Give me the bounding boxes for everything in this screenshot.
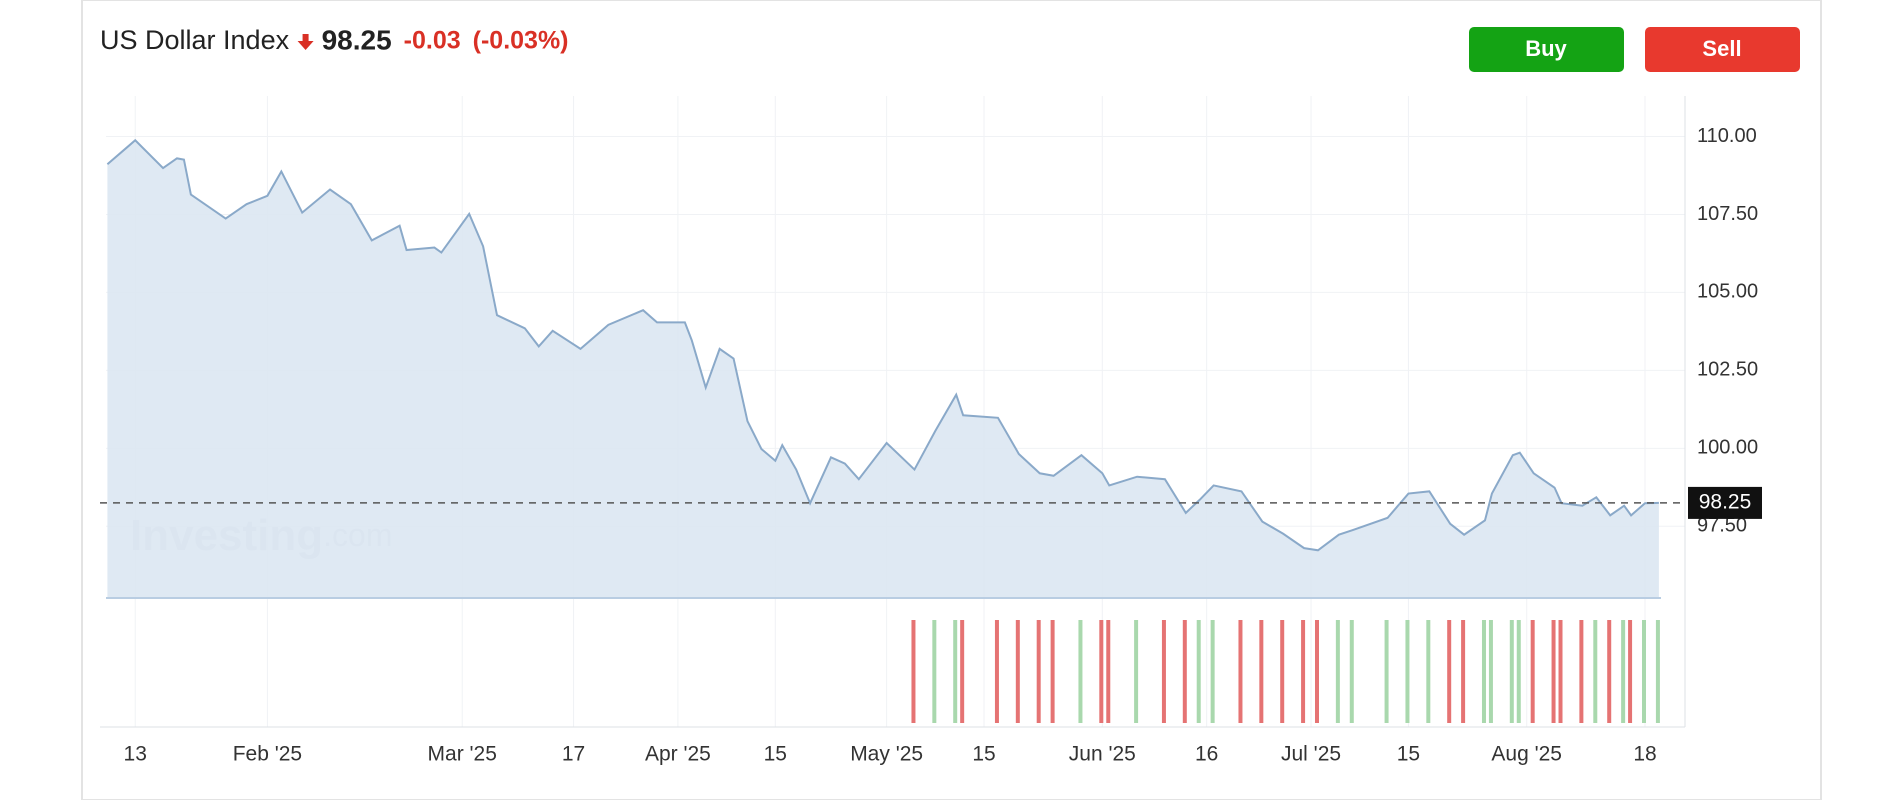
price-label: 98.25 xyxy=(1699,490,1752,513)
direction-bar xyxy=(1579,620,1584,723)
x-tick-label: Apr '25 xyxy=(645,743,711,766)
change: -0.03 xyxy=(404,27,461,55)
x-tick-label: 15 xyxy=(764,743,787,766)
y-tick-label: 102.50 xyxy=(1697,359,1758,381)
direction-bar xyxy=(1405,620,1410,723)
direction-bar xyxy=(1488,620,1493,723)
x-tick-label: 18 xyxy=(1633,743,1656,766)
x-tick-label: Jun '25 xyxy=(1069,743,1136,766)
down-arrow xyxy=(297,34,314,50)
sell-button[interactable] xyxy=(1645,27,1800,72)
direction-bar xyxy=(953,620,958,723)
price-box xyxy=(1688,486,1762,519)
area xyxy=(107,140,1659,599)
direction-bar xyxy=(960,620,965,723)
direction-bar xyxy=(1050,620,1055,723)
x-tick-label: 15 xyxy=(972,743,995,766)
buy-button[interactable] xyxy=(1469,27,1624,72)
direction-bar xyxy=(1161,620,1166,723)
x-tick-label: 17 xyxy=(562,743,585,766)
instrument-name: US Dollar Index xyxy=(100,25,290,55)
direction-bar xyxy=(1099,620,1104,723)
direction-bar xyxy=(1593,620,1598,723)
direction-bar xyxy=(1461,620,1466,723)
direction-bar xyxy=(1481,620,1486,723)
price: 98.25 xyxy=(322,24,392,55)
direction-bar xyxy=(994,620,999,723)
x-tick-label: Aug '25 xyxy=(1491,743,1562,766)
change-percent: (-0.03%) xyxy=(473,27,569,55)
direction-bar xyxy=(1280,620,1285,723)
direction-bar xyxy=(1641,620,1646,723)
direction-bar xyxy=(1196,620,1201,723)
direction-bar xyxy=(1426,620,1431,723)
sell-label[interactable]: Sell xyxy=(1702,36,1741,61)
direction-bar xyxy=(1301,620,1306,723)
direction-bar xyxy=(1530,620,1535,723)
direction-bar xyxy=(1259,620,1264,723)
x-tick-label: 16 xyxy=(1195,743,1218,766)
y-tick-label: 100.00 xyxy=(1697,437,1758,459)
x-tick-label: May '25 xyxy=(850,743,923,766)
direction-bar xyxy=(911,620,916,723)
buy-label[interactable]: Buy xyxy=(1525,36,1567,61)
x-tick-label: Jul '25 xyxy=(1281,743,1341,766)
direction-bar xyxy=(1551,620,1556,723)
line xyxy=(106,138,1659,552)
direction-bar xyxy=(1210,620,1215,723)
direction-bar xyxy=(1134,620,1139,723)
x-tick-label: Mar '25 xyxy=(428,743,497,766)
direction-bar xyxy=(1314,620,1319,723)
direction-bar xyxy=(1447,620,1452,723)
y-tick-label: 105.00 xyxy=(1697,281,1758,303)
plot: 97.50 100.00 102.50 105.00 107.50 110.00 13 Feb… xyxy=(100,96,1762,766)
x-tick-label: 15 xyxy=(1397,743,1420,766)
direction-bar xyxy=(1078,620,1083,723)
x-tick-label: Feb '25 xyxy=(233,743,302,766)
direction-bar xyxy=(1238,620,1243,723)
direction-bar xyxy=(1628,620,1633,723)
y-tick-label: 97.50 xyxy=(1697,515,1747,537)
direction-bar xyxy=(1516,620,1521,723)
y-tick-label: 110.00 xyxy=(1697,125,1757,147)
direction-bar xyxy=(932,620,937,723)
direction-bar xyxy=(1384,620,1389,723)
direction-bar xyxy=(1607,620,1612,723)
direction-bar xyxy=(1349,620,1354,723)
direction-bar xyxy=(1106,620,1111,723)
direction-bar xyxy=(1509,620,1514,723)
direction-bar xyxy=(1036,620,1041,723)
direction-bar xyxy=(1182,620,1187,723)
direction-bar xyxy=(1655,620,1660,723)
y-tick-label: 107.50 xyxy=(1697,203,1758,225)
direction-bar xyxy=(1335,620,1340,723)
x-tick-label: 13 xyxy=(124,743,147,766)
direction-bar xyxy=(1015,620,1020,723)
direction-bar xyxy=(1621,620,1626,723)
direction-bar xyxy=(1558,620,1563,723)
